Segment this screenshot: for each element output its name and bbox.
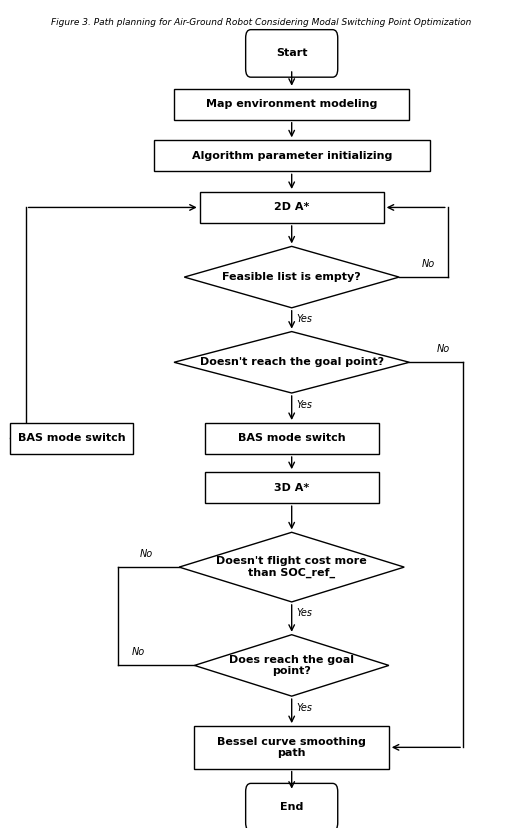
Bar [205, 472, 378, 503]
Bar [199, 192, 384, 223]
Text: Does reach the goal
point?: Does reach the goal point? [229, 655, 354, 676]
Polygon shape [184, 247, 399, 308]
Polygon shape [195, 635, 389, 696]
Text: Algorithm parameter initializing: Algorithm parameter initializing [192, 150, 392, 161]
FancyBboxPatch shape [246, 29, 338, 77]
Polygon shape [179, 533, 404, 602]
Polygon shape [174, 332, 409, 393]
Text: Figure 3. Path planning for Air-Ground Robot Considering Modal Switching Point O: Figure 3. Path planning for Air-Ground R… [51, 18, 471, 28]
Text: BAS mode switch: BAS mode switch [18, 434, 125, 443]
Text: No: No [139, 549, 152, 559]
Bar [195, 726, 389, 768]
Text: Yes: Yes [296, 314, 313, 324]
Text: No: No [422, 259, 435, 269]
Text: BAS mode switch: BAS mode switch [238, 434, 346, 443]
Bar [174, 89, 409, 120]
FancyBboxPatch shape [246, 783, 338, 831]
Text: Map environment modeling: Map environment modeling [206, 99, 377, 110]
Text: 2D A*: 2D A* [274, 202, 310, 212]
Text: Doesn't flight cost more
than SOC_ref_: Doesn't flight cost more than SOC_ref_ [216, 556, 367, 578]
Text: Bessel curve smoothing
path: Bessel curve smoothing path [217, 737, 366, 758]
Text: Start: Start [276, 48, 307, 59]
Bar [205, 423, 378, 454]
Text: End: End [280, 803, 303, 812]
Bar [10, 423, 133, 454]
Text: Doesn't reach the goal point?: Doesn't reach the goal point? [199, 357, 384, 367]
Text: No: No [437, 344, 450, 354]
Text: 3D A*: 3D A* [274, 482, 310, 492]
Text: Yes: Yes [296, 400, 313, 410]
Text: Yes: Yes [296, 609, 313, 619]
Text: Feasible list is empty?: Feasible list is empty? [222, 272, 361, 282]
Bar [153, 140, 430, 171]
Text: No: No [132, 647, 145, 657]
Text: Yes: Yes [296, 703, 313, 713]
